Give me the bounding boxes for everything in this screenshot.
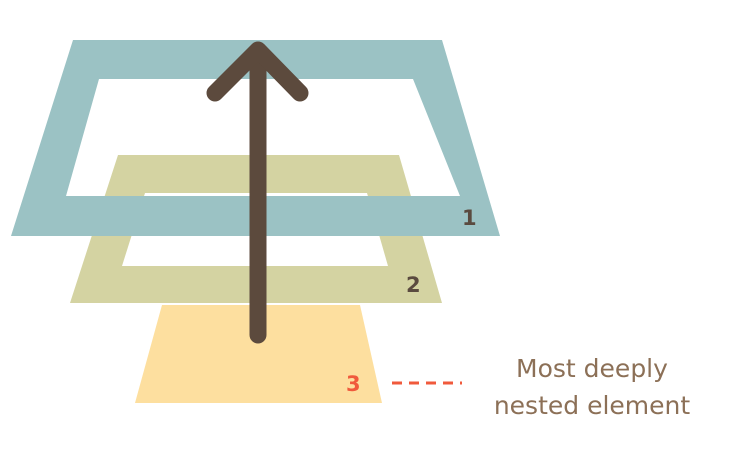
layer-3-shape (135, 305, 382, 403)
annotation-line-1: Most deeply (516, 354, 668, 383)
layer-2-number: 2 (406, 273, 421, 297)
layer-2-shape (70, 155, 442, 303)
annotation-line-2: nested element (494, 391, 691, 420)
layer-3-number: 3 (346, 372, 361, 396)
arrow-head-icon (206, 41, 309, 102)
bubbling-arrow (206, 41, 309, 344)
layer-1-number: 1 (462, 206, 477, 230)
